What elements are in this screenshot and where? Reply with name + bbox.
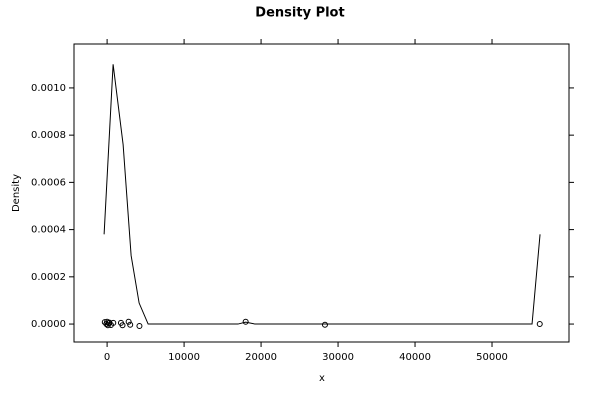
x-tick-label: 30000 (322, 352, 354, 363)
density-line (103, 64, 541, 325)
y-tick-label: 0.0000 (31, 319, 66, 330)
rug-point (321, 321, 328, 328)
x-tick-label: 20000 (245, 352, 277, 363)
x-tick-label: 40000 (399, 352, 431, 363)
rug-point (136, 322, 143, 329)
chart-title: Density Plot (255, 6, 344, 21)
x-tick-label: 50000 (476, 352, 508, 363)
y-tick-label: 0.0010 (31, 83, 66, 94)
y-tick-label: 0.0008 (31, 130, 66, 141)
rug-point (127, 321, 134, 328)
x-tick-label: 0 (104, 352, 110, 363)
y-tick-label: 0.0006 (31, 177, 66, 188)
rug-point (125, 318, 132, 325)
x-axis-label: x (319, 373, 325, 384)
plot-frame (73, 43, 570, 343)
y-tick-label: 0.0004 (31, 225, 66, 236)
rug-point (110, 319, 117, 326)
rug-point (119, 322, 126, 329)
rug-point (242, 318, 249, 325)
y-axis-label: Density (11, 174, 22, 212)
y-tick-label: 0.0002 (31, 272, 66, 283)
x-tick-label: 10000 (168, 352, 200, 363)
rug-point (536, 321, 543, 328)
